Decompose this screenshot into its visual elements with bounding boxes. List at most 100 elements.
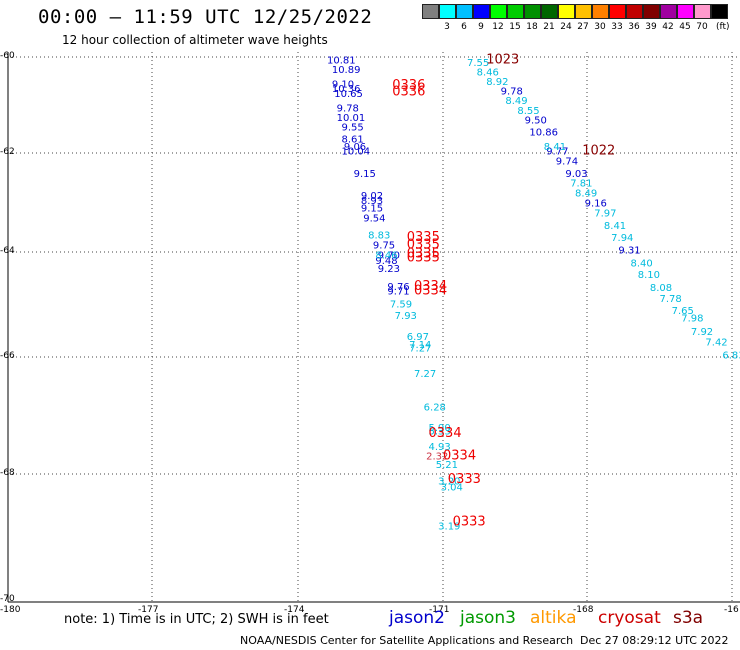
wave-height-label: 7.55 [467,58,489,69]
wave-height-label: 9.31 [618,246,640,257]
wave-height-label: 9.15 [361,203,383,214]
footnote: note: 1) Time is in UTC; 2) SWH is in fe… [64,612,329,627]
wave-height-label: 7.92 [691,327,713,338]
colorbar-label: 70 [696,22,708,32]
lat-tick-label: -62 [0,147,15,157]
wave-height-label: 7.27 [414,369,436,380]
pass-time-label: 0335 [407,238,440,253]
colorbar-swatch [507,4,524,19]
pass-time-label: 0333 [448,472,481,487]
wave-height-label: 4.93 [429,442,451,453]
wave-height-label: 7.97 [594,208,616,219]
wave-height-label: 7.14 [409,340,431,351]
colorbar-swatch [422,4,439,19]
colorbar-label: 42 [662,22,674,32]
wave-height-label: 10.89 [332,65,361,76]
wave-height-label: 9.10 [332,79,354,90]
credit-line: NOAA/NESDIS Center for Satellite Applica… [240,634,574,647]
wave-height-label: 9.48 [375,256,397,267]
wave-height-label: 9.03 [565,169,587,180]
wave-height-label: 8.49 [575,189,597,200]
wave-height-label: 7.42 [705,337,727,348]
colorbar-label: 33 [611,22,623,32]
wave-height-label: 7.27 [409,344,431,355]
wave-height-label: 5.33 [429,427,451,438]
wave-height-label: 6.97 [407,332,429,343]
wave-height-label: 2.32 [426,451,448,462]
lat-tick-label: -68 [0,468,15,478]
colorbar-label: 27 [577,22,589,32]
colorbar-label: 15 [509,22,521,32]
wave-height-label: 9.16 [585,199,607,210]
wave-height-label: 3.19 [438,522,460,533]
wave-height-label: 8.46 [477,67,499,78]
wave-height-label: 9.78 [337,103,359,114]
pass-time-label: 0334 [429,426,462,441]
colorbar-label: 21 [543,22,555,32]
colorbar-swatch [490,4,507,19]
wave-height-label: 8.93 [361,196,383,207]
wave-height-label: 9.55 [342,123,364,134]
wave-height-label: 8.61 [342,135,364,146]
colorbar-label: 45 [679,22,691,32]
wave-height-label: 9.71 [387,286,409,297]
wave-height-label: 8.41 [604,221,626,232]
map-subtitle: 12 hour collection of altimeter wave hei… [62,33,328,47]
legend-jason3: jason3 [460,608,516,628]
pass-time-label: 1023 [486,52,519,67]
colorbar-swatch [456,4,473,19]
colorbar-label: 12 [492,22,504,32]
colorbar-label: 3 [444,22,450,32]
colorbar-label: 9 [478,22,484,32]
colorbar-swatch [643,4,660,19]
pass-time-label: 0335 [407,230,440,245]
wave-height-label: 5.21 [436,460,458,471]
wave-height-label: 10.81 [327,55,356,66]
wave-height-label: 9.23 [378,264,400,275]
lon-tick-label: -174 [284,605,305,615]
colorbar-swatch [558,4,575,19]
wave-height-label: 9.77 [546,147,568,158]
legend-altika: altika [530,608,577,628]
colorbar-swatch [711,4,728,19]
colorbar-swatch [660,4,677,19]
lat-tick-label: -66 [0,351,15,361]
wave-height-label: 8.49 [505,96,527,107]
wave-height-label: 8.83 [368,231,390,242]
wave-height-label: 10.04 [342,147,371,158]
colorbar-swatch [575,4,592,19]
wave-height-label: 10.01 [337,113,366,124]
colorbar-swatch [473,4,490,19]
lat-tick-label: -70 [0,594,15,604]
wave-height-label: 7.94 [611,233,633,244]
colorbar-swatch [626,4,643,19]
wave-height-label: 8.40 [631,259,653,270]
colorbar-unit: (ft) [716,22,730,32]
lon-tick-label: -177 [138,605,159,615]
pass-time-label: 0335 [407,247,440,262]
colorbar-label: 30 [594,22,606,32]
wave-height-label: 10.36 [332,84,361,95]
legend-cryosat: cryosat [598,608,661,628]
wave-height-label: 9.50 [525,115,547,126]
colorbar-swatch [677,4,694,19]
wave-height-label: 9.54 [363,213,385,224]
wave-height-label: 8.46 [375,251,397,262]
wave-height-label: 7.93 [395,311,417,322]
colorbar-swatch [439,4,456,19]
pass-time-label: 0334 [443,448,476,463]
pass-time-label: 0333 [453,514,486,529]
wave-height-label: 6.28 [424,403,446,414]
wave-height-label: 9.70 [378,251,400,262]
wave-height-label: 7.98 [681,314,703,325]
wave-height-label: 10.86 [529,127,558,138]
pass-time-label: 0334 [414,279,447,294]
wave-height-label: 7.78 [660,294,682,305]
wave-height-label: 8.41 [544,142,566,153]
wave-height-label: 9.75 [373,241,395,252]
colorbar-label: 18 [526,22,538,32]
colorbar-label: 36 [628,22,640,32]
lat-tick-label: -60 [0,51,15,61]
wave-height-label: 8.08 [650,283,672,294]
wave-height-label: 9.76 [387,282,409,293]
